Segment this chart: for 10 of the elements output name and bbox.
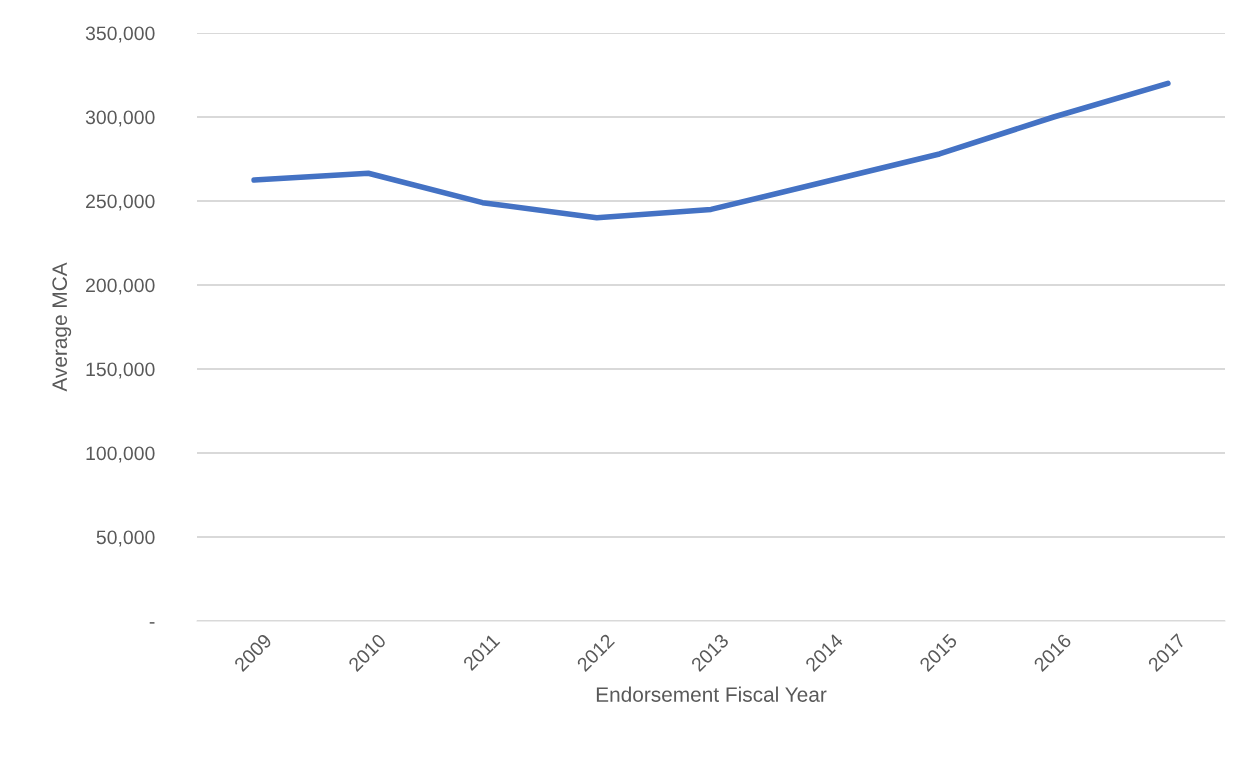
- y-tick-label: 100,000: [86, 446, 155, 463]
- y-tick-label: 300,000: [85, 110, 155, 127]
- y-tick-label: 50,000: [96, 530, 155, 547]
- y-tick-label: 150,000: [86, 362, 155, 379]
- y-axis-title: Average MCA: [52, 262, 72, 392]
- y-tick-label: -: [149, 622, 155, 624]
- x-axis-title: Endorsement Fiscal Year: [596, 686, 827, 702]
- y-tick-label: 250,000: [86, 194, 155, 211]
- y-tick-label: 200,000: [86, 278, 155, 295]
- y-tick-label: 350,000: [85, 26, 155, 43]
